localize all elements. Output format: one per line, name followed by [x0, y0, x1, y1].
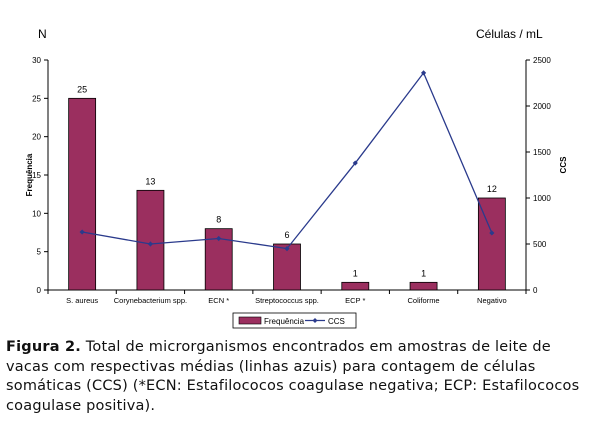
plot-area: 0 5 10 15 20 25 30 0 500 1000 1500 2000 2500 Frequênc…	[25, 56, 568, 329]
right-unit-label: Células / mL	[476, 27, 543, 41]
bar	[273, 243, 301, 291]
y-tick-label: 10	[32, 209, 41, 218]
y-tick-label: 15	[32, 171, 41, 180]
ccs-point	[284, 246, 290, 252]
ccs-point	[79, 229, 85, 235]
y-tick-label: 20	[32, 133, 41, 142]
bar	[68, 97, 97, 291]
bar-value-label: 1	[421, 268, 426, 278]
bar-line-chart: N Células / mL 0 5 10 15 20 25 30 0 500 1000 1500 2…	[25, 27, 568, 329]
legend-box	[232, 312, 357, 329]
bar-value-label: 25	[77, 84, 87, 94]
bar-value-label: 6	[284, 230, 289, 240]
x-tick-label: S. aureus	[66, 296, 98, 305]
y2-tick-label: 2500	[533, 56, 551, 65]
x-tick-label: ECN *	[208, 296, 229, 305]
x-tick-label: Coliforme	[408, 296, 440, 305]
y2-axis-title: CCS	[559, 156, 568, 174]
figure-caption: Figura 2. Total de microrganismos encont…	[6, 338, 586, 416]
left-unit-label: N	[38, 27, 47, 41]
y2-tick-label: 2000	[533, 102, 551, 111]
y-axis-title: Frequência	[25, 153, 34, 196]
bar	[341, 281, 370, 291]
ccs-point	[489, 230, 495, 236]
x-tick-label: ECP *	[345, 296, 365, 305]
caption-text: Total de microrganismos encontrados em a…	[6, 339, 580, 414]
y2-tick-label: 1500	[533, 148, 551, 157]
y-tick-label: 25	[32, 94, 41, 103]
bar	[136, 189, 165, 291]
bar-value-label: 1	[353, 268, 358, 278]
y-tick-label: 5	[37, 248, 42, 257]
bar-value-label: 8	[216, 215, 221, 225]
x-tick-label: Corynebacterium spp.	[114, 296, 187, 305]
y-tick-label: 30	[32, 56, 41, 65]
y-tick-label: 0	[37, 286, 42, 295]
bar-value-label: 13	[145, 176, 155, 186]
y2-tick-label: 1000	[533, 194, 551, 203]
x-tick-label: Negativo	[477, 296, 507, 305]
y2-tick-label: 0	[533, 286, 538, 295]
bar-value-label: 12	[487, 184, 497, 194]
ccs-point	[352, 160, 358, 166]
y2-tick-label: 500	[533, 240, 547, 249]
bar	[409, 281, 438, 291]
legend-swatch-frequencia	[238, 316, 262, 325]
caption-label: Figura 2.	[6, 339, 81, 355]
legend-label-frequencia: Frequência	[264, 317, 305, 326]
legend-marker-ccs	[312, 318, 318, 323]
x-tick-label: Streptococcus spp.	[255, 296, 319, 305]
ccs-point	[147, 241, 154, 247]
legend-label-ccs: CCS	[328, 317, 345, 326]
ccs-point	[420, 70, 427, 76]
ccs-point	[216, 235, 222, 242]
